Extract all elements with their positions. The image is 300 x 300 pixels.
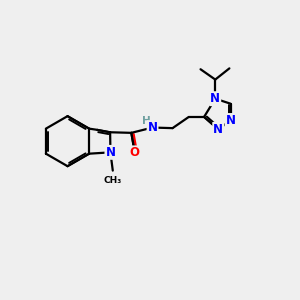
Text: N: N <box>148 121 158 134</box>
Text: O: O <box>130 146 140 159</box>
Text: N: N <box>105 146 116 159</box>
Text: N: N <box>213 123 223 136</box>
Text: CH₃: CH₃ <box>104 176 122 185</box>
Text: N: N <box>226 114 236 127</box>
Text: N: N <box>210 92 220 105</box>
Text: H: H <box>142 116 150 126</box>
